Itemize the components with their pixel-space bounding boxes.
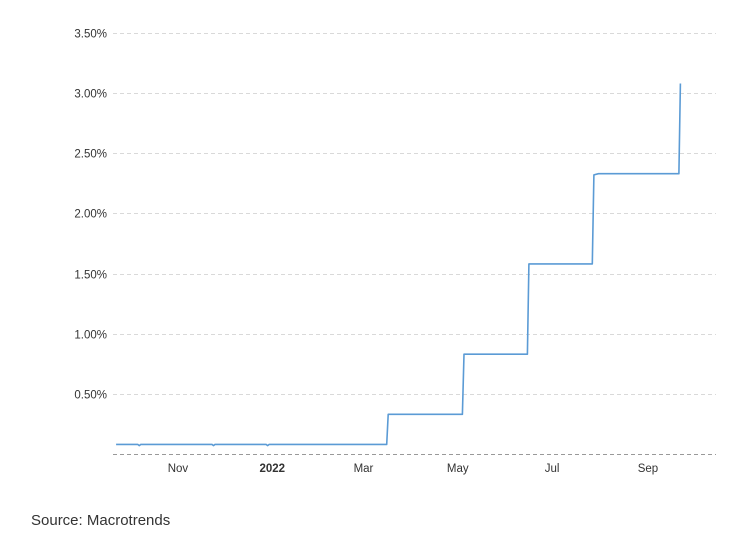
y-tick-label: 1.50% xyxy=(74,270,107,282)
y-axis: 0.50% 1.00% 1.50% 2.00% 2.50% 3.00% 3.50% xyxy=(74,29,107,402)
x-tick-label: Mar xyxy=(354,463,374,475)
source-caption: Source: Macrotrends xyxy=(31,512,171,529)
x-tick-label: Sep xyxy=(638,463,658,475)
grid-lines xyxy=(113,33,716,395)
x-tick-label: 2022 xyxy=(259,463,285,475)
series-line xyxy=(116,83,682,447)
y-tick-label: 2.00% xyxy=(74,209,107,221)
x-tick-label: May xyxy=(447,463,469,475)
line-chart: 0.50% 1.00% 1.50% 2.00% 2.50% 3.00% 3.50% Nov 2… xyxy=(74,29,716,475)
y-tick-label: 3.50% xyxy=(74,29,107,41)
x-tick-label: Nov xyxy=(168,463,189,475)
x-axis: Nov 2022 Mar May Jul Sep xyxy=(168,463,658,475)
x-tick-label: Jul xyxy=(545,463,560,475)
y-tick-label: 3.00% xyxy=(74,89,107,101)
y-tick-label: 1.00% xyxy=(74,330,107,342)
y-tick-label: 2.50% xyxy=(74,149,107,161)
y-tick-label: 0.50% xyxy=(74,390,107,402)
